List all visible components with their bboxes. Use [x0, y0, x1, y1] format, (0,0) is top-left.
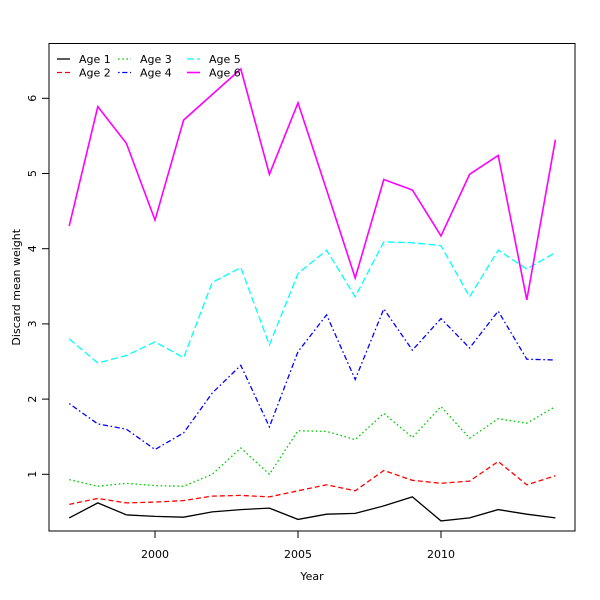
x-axis-title: Year: [299, 570, 324, 583]
legend-label-age-5: Age 5: [209, 53, 241, 66]
y-tick-label: 1: [26, 471, 39, 478]
y-tick-label: 4: [26, 245, 39, 252]
plot-frame: [48, 43, 576, 532]
series-line-age-2: [69, 460, 556, 506]
series-line-age-1: [68, 496, 556, 522]
y-tick-label: 3: [26, 320, 39, 327]
legend-label-age-6: Age 6: [209, 67, 241, 80]
y-tick-label: 5: [26, 170, 39, 177]
series-line-age-5: [68, 241, 556, 364]
legend-label-age-3: Age 3: [140, 53, 172, 66]
legend-label-age-2: Age 2: [79, 67, 111, 80]
y-tick-label: 6: [26, 95, 39, 102]
legend-label-age-1: Age 1: [79, 53, 111, 66]
series-line-age-3: [69, 405, 556, 487]
legend-label-age-4: Age 4: [140, 67, 172, 80]
y-axis-title: Discard mean weight: [10, 228, 23, 345]
series-line-age-6: [68, 67, 557, 300]
x-tick-label: 2010: [427, 548, 455, 561]
x-tick-label: 2005: [284, 548, 312, 561]
x-tick-label: 2000: [141, 548, 169, 561]
series-line-age-4: [68, 307, 556, 451]
y-tick-label: 2: [26, 396, 39, 403]
